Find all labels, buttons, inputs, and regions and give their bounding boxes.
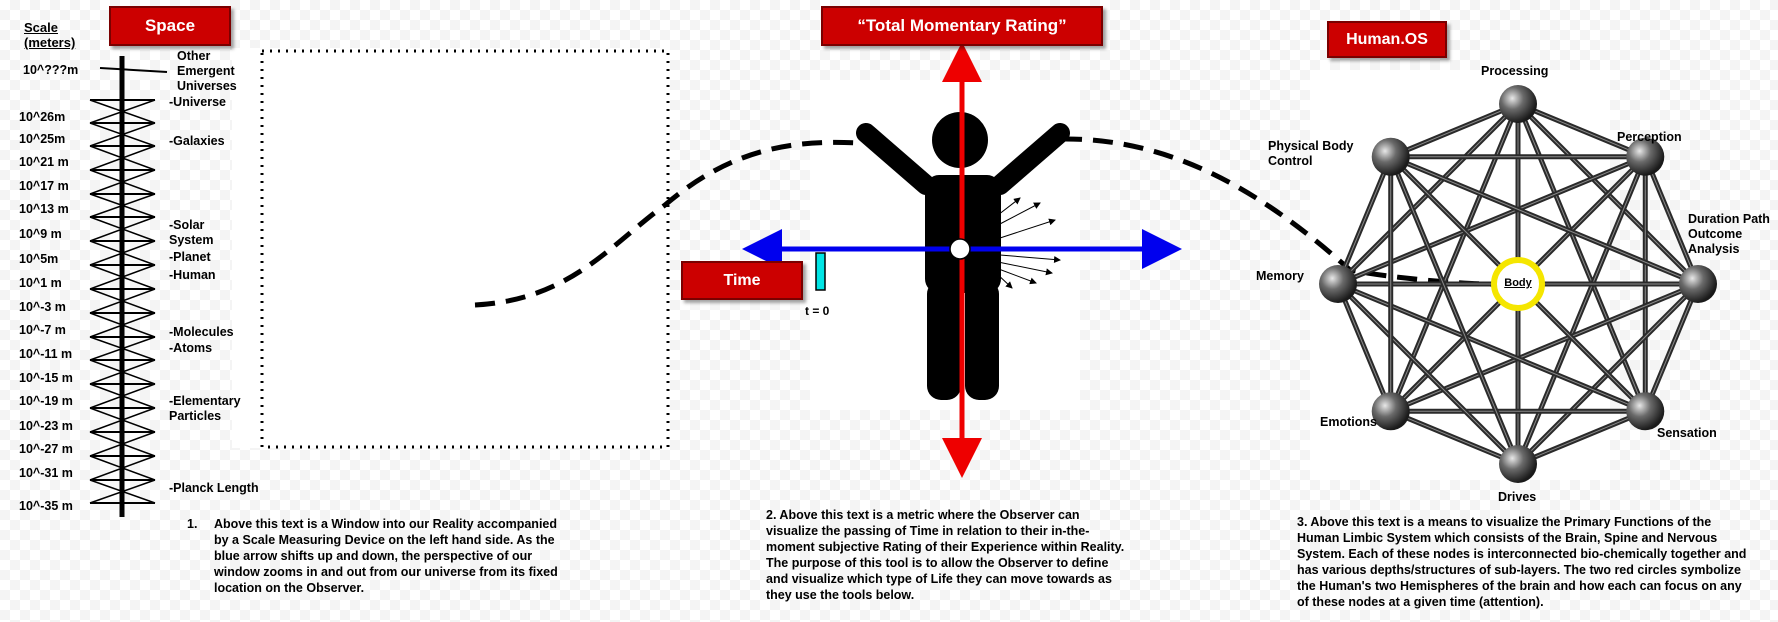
network-edge-highlight — [1390, 156, 1699, 285]
scale-value: 10^21 m — [19, 155, 69, 169]
node-memory[interactable] — [1319, 265, 1357, 303]
scale-value: 10^26m — [19, 110, 66, 124]
network-edge-highlight — [1337, 283, 1392, 412]
network-edge-highlight — [1517, 410, 1646, 465]
scale-value: 10^17 m — [19, 179, 69, 193]
ruler-line — [89, 359, 156, 385]
network-edge-highlight — [1517, 103, 1646, 158]
scale-marker-label: -Galaxies — [169, 134, 225, 148]
origin-point — [949, 238, 971, 260]
ruler-line — [89, 288, 156, 314]
dashed-link-right — [1061, 136, 1501, 287]
node-label-perception: Perception — [1617, 130, 1682, 144]
scale-marker-label: -Solar System — [169, 218, 214, 247]
ruler-line — [89, 431, 156, 457]
network-edge-highlight — [1337, 156, 1392, 285]
dashed-link-left — [474, 139, 861, 308]
ruler-line — [89, 407, 156, 433]
node-processing[interactable] — [1499, 85, 1537, 123]
ruler-line — [89, 193, 156, 218]
scale-marker-label: -Universe — [169, 95, 226, 109]
node-drives[interactable] — [1499, 445, 1537, 483]
node-label-physical: Physical Body Control — [1268, 139, 1354, 168]
scale-value: 10^1 m — [19, 276, 62, 290]
humanos-network — [1319, 85, 1717, 483]
scale-marker-label: -Molecules — [169, 325, 234, 339]
humanos-description: 3. Above this text is a means to visuali… — [1297, 515, 1747, 609]
scale-value: 10^13 m — [19, 202, 69, 216]
scale-value: 10^5m — [19, 252, 59, 266]
scale-value: 10^-23 m — [19, 419, 73, 433]
network-edge-highlight — [1644, 156, 1699, 285]
scale-value: 10^-11 m — [19, 347, 73, 361]
scale-ruler — [89, 56, 168, 517]
rating-description: 2. Above this text is a metric where the… — [766, 508, 1125, 602]
ruler-line — [89, 264, 156, 290]
node-label-sensation: Sensation — [1657, 426, 1717, 440]
scale-top-value: 10^???m — [23, 63, 79, 77]
space-description-number: 1. — [187, 517, 198, 531]
network-edge-highlight — [1390, 410, 1519, 465]
ruler-line — [89, 455, 156, 481]
ruler-line — [89, 145, 156, 171]
other-universes-label: Other Emergent Universes — [177, 49, 237, 93]
node-duration[interactable] — [1679, 265, 1717, 303]
scale-value: 10^-15 m — [19, 371, 73, 385]
ruler-line — [89, 122, 156, 147]
scale-value: 10^9 m — [19, 227, 62, 241]
network-edge-highlight — [1390, 103, 1519, 158]
node-emotions[interactable] — [1371, 392, 1410, 431]
t-zero-label: t = 0 — [805, 304, 830, 318]
ruler-line — [99, 67, 168, 73]
scale-value: 10^-35 m — [19, 499, 73, 513]
node-sensation[interactable] — [1626, 392, 1665, 431]
reality-window-backdrop — [232, 48, 670, 448]
scale-value: 10^-3 m — [19, 300, 66, 314]
scale-value: 10^-19 m — [19, 394, 73, 408]
node-label-duration: Duration Path Outcome Analysis — [1688, 212, 1770, 256]
scale-marker-label: -Planet — [169, 250, 211, 264]
humanos-button[interactable]: Human.OS — [1327, 21, 1447, 58]
ruler-line — [89, 99, 156, 124]
body-center-label: Body — [1504, 277, 1532, 289]
body-center-ring — [1491, 257, 1545, 311]
scale-title: Scale (meters) — [24, 20, 76, 50]
ruler-line — [89, 479, 156, 504]
time-marker[interactable] — [815, 252, 826, 291]
scale-value: 10^-31 m — [19, 466, 73, 480]
scale-value: 10^-27 m — [19, 442, 73, 456]
node-label-drives: Drives — [1498, 490, 1537, 504]
ruler-line — [89, 336, 156, 361]
node-label-processing: Processing — [1481, 64, 1549, 78]
node-perception[interactable] — [1626, 137, 1665, 176]
scale-value: 10^-7 m — [19, 323, 66, 337]
scale-value: 10^25m — [19, 132, 66, 146]
space-description: Above this text is a Window into our Rea… — [214, 517, 558, 595]
scale-marker-label: -Elementary Particles — [169, 394, 241, 423]
node-physical[interactable] — [1371, 137, 1410, 176]
ruler-line — [89, 169, 156, 195]
scale-marker-label: -Planck Length — [169, 481, 259, 495]
node-label-emotions: Emotions — [1320, 415, 1377, 429]
network-edge-highlight — [1337, 283, 1519, 465]
ruler-line — [89, 383, 156, 409]
radiating-arrows — [994, 197, 1061, 289]
ruler-line — [89, 312, 156, 338]
node-label-memory: Memory — [1256, 269, 1304, 283]
scale-marker-label: -Human — [169, 268, 216, 282]
ruler-line — [89, 216, 156, 242]
ruler-line — [89, 240, 156, 266]
network-edge-highlight — [1390, 156, 1519, 465]
network-edge-highlight — [1644, 283, 1699, 412]
space-button[interactable]: Space — [109, 6, 231, 46]
scale-marker-label: -Atoms — [169, 341, 213, 355]
total-momentary-rating-button[interactable]: “Total Momentary Rating” — [821, 6, 1103, 46]
time-button[interactable]: Time — [681, 261, 803, 300]
